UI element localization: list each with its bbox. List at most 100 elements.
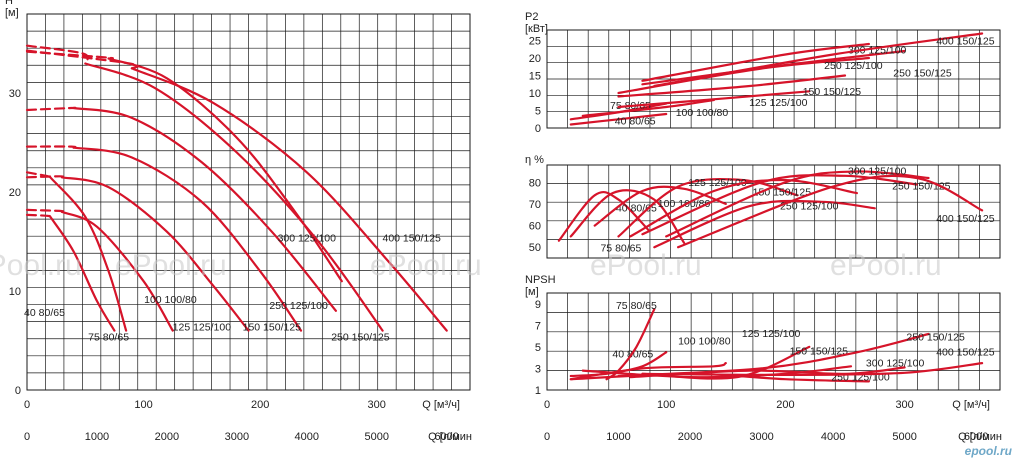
watermark-text: ePool.ru	[590, 249, 702, 282]
x2-tick-label: 2000	[155, 431, 179, 443]
curve-shutoff-150-150-125	[25, 145, 77, 149]
curve-shutoff-400-150-125	[25, 49, 140, 70]
series-label: 125 125/100	[749, 97, 808, 109]
y-tick-label: 10	[529, 88, 541, 100]
curve-40-80-65	[557, 191, 650, 242]
series-label: 250 125/100	[780, 200, 839, 212]
series-label: 400 150/125	[936, 213, 995, 225]
brand-logo: epool.ru	[965, 444, 1013, 458]
series-label: 300 125/100	[848, 44, 907, 56]
series-label: 150 150/125	[803, 86, 862, 98]
curve-250-125-100	[72, 106, 337, 312]
y-axis-label: η %	[525, 154, 544, 166]
curve-125-125-100	[617, 90, 811, 109]
curve-100-100-80	[593, 185, 727, 227]
y-tick-label: 50	[529, 242, 541, 254]
plot-frame	[26, 13, 471, 391]
y-tick-label: 30	[9, 88, 21, 100]
y-axis-unit: [м]	[525, 286, 539, 298]
x-axis-label: Q [м³/ч]	[952, 399, 990, 411]
y-tick-label: 80	[529, 177, 541, 189]
x2-tick-label: 4000	[821, 431, 845, 443]
curve-shutoff-100-100-80	[25, 208, 64, 213]
y-tick-label: 3	[535, 363, 541, 375]
x-tick-label: 100	[657, 399, 675, 411]
plot-frame	[546, 29, 1001, 129]
curve-150-150-125	[581, 365, 853, 379]
watermark-text: ePool.ru	[370, 249, 482, 282]
series-label: 400 150/125	[936, 347, 995, 359]
curve-150-150-125	[617, 74, 847, 98]
series-label: 100 100/80	[678, 336, 731, 348]
x2-tick-label: 3000	[225, 431, 249, 443]
series-label: 75 80/65	[616, 300, 657, 312]
curve-250-125-100	[653, 199, 876, 249]
x-axis-label: Q [м³/ч]	[422, 399, 460, 411]
curve-shutoff-40-80-65	[25, 213, 52, 218]
y-axis-label: H	[5, 0, 13, 7]
series-label: 150 150/125	[243, 322, 302, 334]
plot-frame	[546, 292, 1001, 391]
x2-axis-label: Q [л/мин	[428, 431, 472, 443]
y-tick-label: 0	[535, 123, 541, 135]
curve-75-80-65	[569, 189, 686, 244]
series-label: 75 80/65	[88, 332, 129, 344]
y-tick-label: 5	[535, 106, 541, 118]
y-axis-unit: [м]	[5, 7, 19, 19]
x2-tick-label: 1000	[85, 431, 109, 443]
curve-250-150-125	[641, 49, 906, 86]
x-tick-label: 200	[776, 399, 794, 411]
y-tick-label: 60	[529, 221, 541, 233]
series-label: 40 80/65	[616, 203, 657, 215]
curve-300-125-100	[641, 42, 870, 82]
y-tick-label: 20	[9, 187, 21, 199]
y-tick-label: 15	[529, 71, 541, 83]
series-label: 40 80/65	[24, 307, 65, 319]
watermark-text: ePool.ru	[0, 249, 82, 282]
series-label: 400 150/125	[383, 233, 442, 245]
curve-150-150-125	[72, 146, 303, 332]
curve-75-80-65	[49, 176, 128, 332]
y-tick-label: 9	[535, 299, 541, 311]
curve-300-125-100	[665, 170, 930, 238]
curve-400-150-125	[653, 32, 984, 88]
x2-tick-label: 5000	[892, 431, 916, 443]
curve-40-80-65	[49, 215, 116, 332]
y-tick-label: 5	[535, 342, 541, 354]
x2-tick-label: 0	[544, 431, 550, 443]
series-label: 400 150/125	[936, 36, 995, 48]
y-tick-label: 25	[529, 36, 541, 48]
series-label: 150 150/125	[790, 345, 849, 357]
series-label: 40 80/65	[615, 116, 656, 128]
x2-tick-label: 6000	[434, 431, 458, 443]
watermark-text: ePool.ru	[115, 249, 227, 282]
series-label: 250 150/125	[893, 68, 952, 80]
series-label: 300 125/100	[278, 233, 337, 245]
series-label: 125 125/100	[688, 177, 747, 189]
curve-400-150-125	[641, 362, 984, 377]
curve-300-125-100	[107, 57, 343, 283]
curve-40-80-65	[569, 112, 668, 126]
x-tick-label: 100	[134, 399, 152, 411]
series-label: 40 80/65	[612, 349, 653, 361]
series-label: 250 125/100	[269, 300, 328, 312]
x-tick-label: 0	[24, 399, 30, 411]
x2-axis-label: Q [л/мин	[958, 431, 1002, 443]
series-label: 300 125/100	[866, 357, 925, 369]
y-axis-label: P2	[525, 11, 538, 23]
x-tick-label: 300	[368, 399, 386, 411]
watermark-text: ePool.ru	[830, 249, 942, 282]
series-label: 100 100/80	[144, 294, 197, 306]
curve-150-150-125	[629, 178, 858, 238]
x2-tick-label: 6000	[964, 431, 988, 443]
x2-tick-label: 4000	[295, 431, 319, 443]
plot-frame	[546, 164, 1001, 259]
x2-tick-label: 5000	[364, 431, 388, 443]
curve-250-150-125	[641, 174, 918, 236]
chart-npsh: 1 3 5 7 9 NPSH[м] 0 100 200 300 Q [м³/ч] 0 1000 2000 3…	[525, 274, 1002, 443]
curve-shutoff-250-125-100	[25, 106, 77, 112]
y-axis-label: NPSH	[525, 274, 556, 286]
curve-100-100-80	[581, 98, 715, 117]
y-tick-label: 20	[529, 53, 541, 65]
